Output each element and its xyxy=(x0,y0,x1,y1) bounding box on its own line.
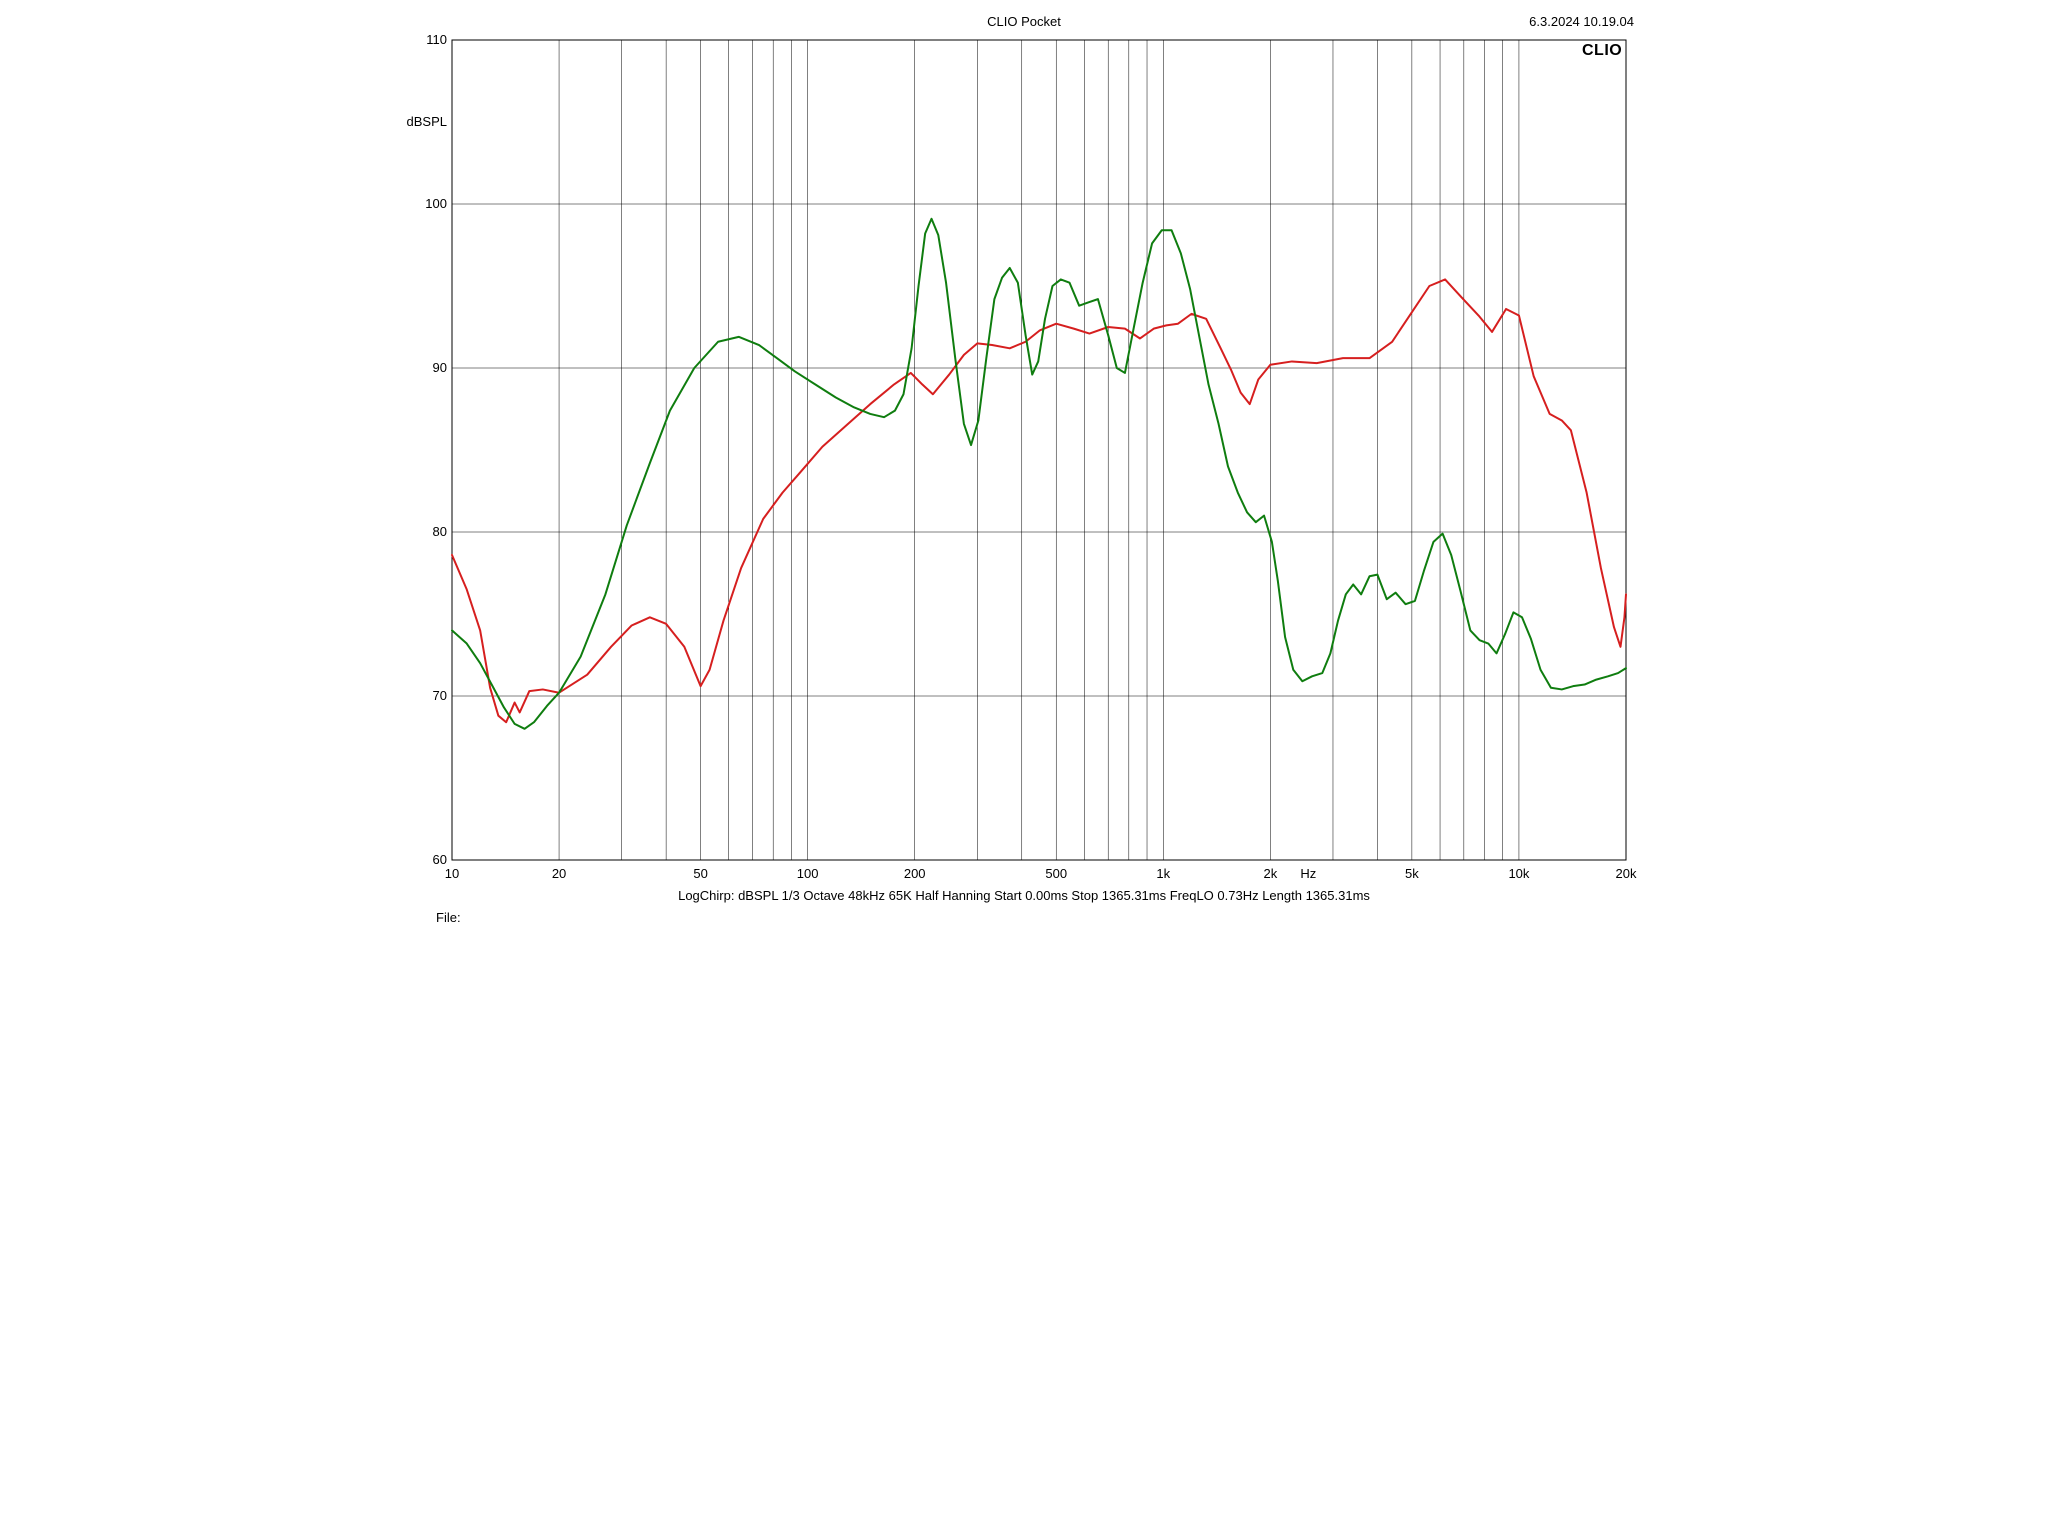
trace-green xyxy=(452,219,1626,729)
frequency-response-chart xyxy=(384,0,1666,900)
footer-info-line: LogChirp: dBSPL 1/3 Octave 48kHz 65K Hal… xyxy=(384,888,1664,903)
page-root: CLIO Pocket 6.3.2024 10.19.04 6070809010… xyxy=(384,0,1664,960)
clio-watermark: CLIO xyxy=(1582,42,1622,60)
trace-red xyxy=(452,279,1626,722)
file-label: File: xyxy=(436,910,461,925)
